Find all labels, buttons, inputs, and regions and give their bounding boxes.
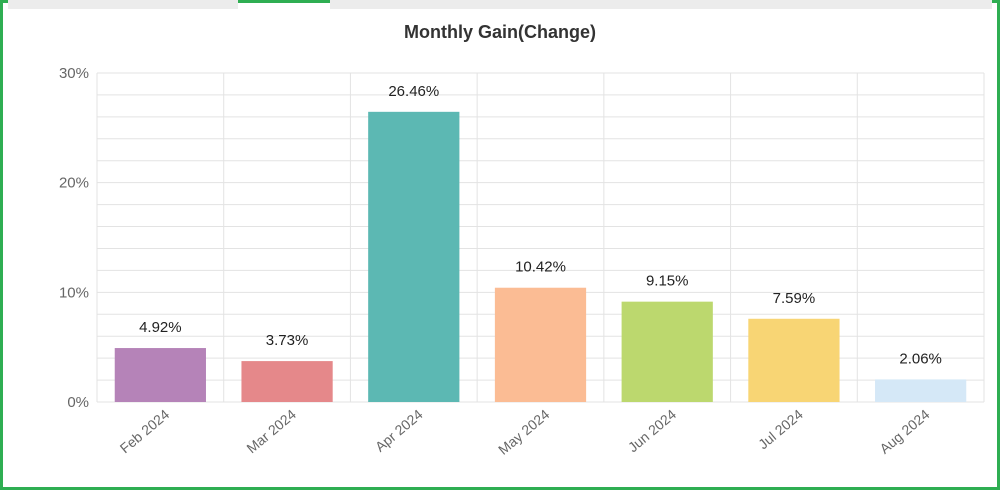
y-tick-label: 20% <box>59 175 89 192</box>
data-label: 4.92% <box>139 319 182 336</box>
data-label: 2.06% <box>899 350 942 367</box>
y-tick-label: 30% <box>59 65 89 82</box>
bar <box>748 318 840 402</box>
data-label: 7.59% <box>773 290 816 307</box>
y-tick-label: 0% <box>67 394 89 411</box>
y-tick-label: 10% <box>59 284 89 301</box>
bar <box>241 361 333 402</box>
x-tick-label: Apr 2024 <box>372 406 426 455</box>
x-tick-label: Feb 2024 <box>117 406 173 456</box>
chart-title: Monthly Gain(Change) <box>404 22 596 42</box>
bar <box>875 379 967 402</box>
x-tick-label: Jul 2024 <box>755 406 806 452</box>
x-tick-label: Mar 2024 <box>243 406 299 456</box>
bar <box>114 348 206 402</box>
x-tick-label: May 2024 <box>495 406 553 458</box>
data-label: 10.42% <box>515 259 566 276</box>
bar <box>494 287 587 402</box>
data-label: 26.46% <box>388 83 439 100</box>
top-strip-left <box>8 0 238 9</box>
bar <box>621 301 713 402</box>
data-label: 3.73% <box>266 332 309 349</box>
x-tick-label: Jun 2024 <box>625 406 680 455</box>
top-strip-right <box>330 0 992 9</box>
bar <box>368 111 460 403</box>
x-tick-label: Aug 2024 <box>876 406 932 457</box>
data-label: 9.15% <box>646 273 689 290</box>
